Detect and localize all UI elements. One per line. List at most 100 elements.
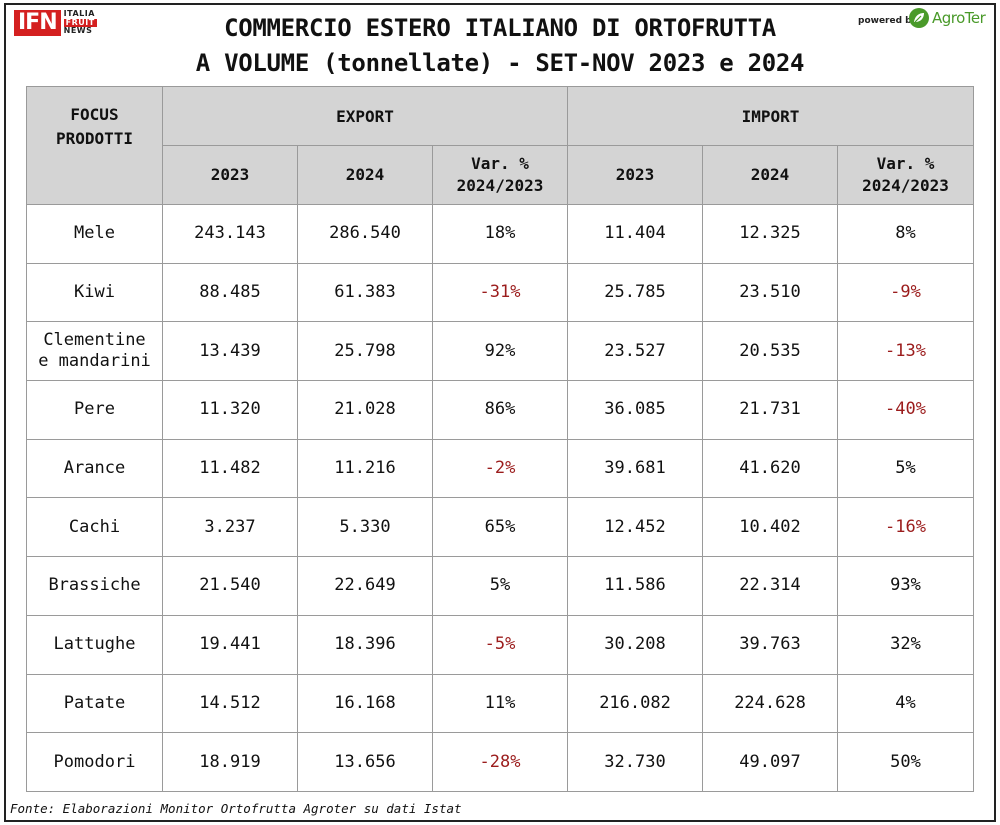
table-row: Pere 11.320 21.028 86% 36.085 21.731 -40% <box>26 380 975 440</box>
value-cell-imp-2023: 216.082 <box>567 673 704 734</box>
value-cell-exp-2023: 18.919 <box>162 732 298 792</box>
value-cell-exp-2024: 13.656 <box>297 732 433 792</box>
product-name-line: Arance <box>63 458 126 479</box>
table-row: Pomodori 18.919 13.656 -28% 32.730 49.097 50% <box>26 732 975 792</box>
value-cell-exp-2023: 11.320 <box>162 380 298 440</box>
value-cell-exp-2024: 21.028 <box>297 380 433 440</box>
value-cell-imp-2023: 11.404 <box>567 204 704 264</box>
table-row: Arance 11.482 11.216 -2% 39.681 41.620 5% <box>26 438 975 499</box>
table-row: Patate 14.512 16.168 11% 216.082 224.628 4% <box>26 673 975 734</box>
product-name-line: Clementine <box>43 330 146 351</box>
value-cell-exp-2024: 286.540 <box>297 204 433 264</box>
chart-title-line1: COMMERCIO ESTERO ITALIANO DI ORTOFRUTTA <box>224 14 776 42</box>
value-cell-imp-2024: 20.535 <box>702 321 839 382</box>
product-name-cell: Pomodori <box>26 732 163 792</box>
agroter-name: AgroTer <box>932 9 986 27</box>
value-cell-imp-var: -9% <box>837 262 975 323</box>
value-cell-imp-var: 4% <box>837 673 975 734</box>
value-cell-exp-var: 86% <box>431 380 569 440</box>
value-cell-exp-2024: 61.383 <box>297 262 433 323</box>
product-name-line: Pomodori <box>53 751 136 772</box>
data-table: FOCUS PRODOTTI EXPORT IMPORT 2023 2024 V… <box>26 86 975 792</box>
value-cell-exp-var: -2% <box>431 438 569 499</box>
value-cell-exp-2024: 25.798 <box>297 321 433 382</box>
product-name-line: Patate <box>63 692 126 713</box>
table-row: Clementine e mandarini 13.439 25.798 92% 23.5… <box>26 321 975 382</box>
value-cell-exp-var: -31% <box>431 262 569 323</box>
value-cell-imp-2024: 12.325 <box>702 204 839 264</box>
value-cell-imp-2024: 39.763 <box>702 614 839 675</box>
header-focus-line1: FOCUS <box>70 104 119 124</box>
table-row: Cachi 3.237 5.330 65% 12.452 10.402 -16% <box>26 497 975 558</box>
header-export-var: Var. % 2024/2023 <box>431 145 569 205</box>
table-row: Lattughe 19.441 18.396 -5% 30.208 39.763 32% <box>26 614 975 675</box>
header-var-line1: Var. % <box>471 154 529 173</box>
product-name-cell: Lattughe <box>26 614 163 675</box>
value-cell-exp-2024: 16.168 <box>297 673 433 734</box>
product-name-line: Mele <box>74 223 115 244</box>
chart-title-line2: A VOLUME (tonnellate) - SET-NOV 2023 e 2… <box>195 49 805 77</box>
value-cell-exp-var: 5% <box>431 556 569 616</box>
value-cell-imp-var: 93% <box>837 556 975 616</box>
value-cell-imp-2023: 12.452 <box>567 497 704 558</box>
ifn-logo-line3: NEWS <box>63 26 93 36</box>
product-name-line: Lattughe <box>53 634 136 655</box>
value-cell-imp-2024: 10.402 <box>702 497 839 558</box>
product-name-cell: Cachi <box>26 497 163 558</box>
value-cell-exp-2023: 21.540 <box>162 556 298 616</box>
value-cell-exp-2023: 88.485 <box>162 262 298 323</box>
value-cell-imp-var: -16% <box>837 497 975 558</box>
value-cell-imp-2023: 30.208 <box>567 614 704 675</box>
agroter-leaf-icon <box>909 8 929 28</box>
header-export-2024: 2024 <box>297 145 433 205</box>
value-cell-exp-2023: 14.512 <box>162 673 298 734</box>
value-cell-exp-var: 92% <box>431 321 569 382</box>
product-name-cell: Patate <box>26 673 163 734</box>
table-row: Brassiche 21.540 22.649 5% 11.586 22.314 93% <box>26 556 975 616</box>
value-cell-imp-2024: 41.620 <box>702 438 839 499</box>
header-import: IMPORT <box>567 86 975 146</box>
value-cell-exp-2023: 19.441 <box>162 614 298 675</box>
header-var-line2: 2024/2023 <box>862 176 949 195</box>
header-focus-line2: PRODOTTI <box>55 128 134 148</box>
header-import-var: Var. % 2024/2023 <box>837 145 975 205</box>
product-name-cell: Pere <box>26 380 163 440</box>
table-body: Mele 243.143 286.540 18% 11.404 12.325 8% Kiwi 8… <box>26 204 975 792</box>
value-cell-imp-var: 8% <box>837 204 975 264</box>
value-cell-imp-2023: 11.586 <box>567 556 704 616</box>
value-cell-exp-var: -28% <box>431 732 569 792</box>
agroter-logo: AgroTer <box>908 7 986 29</box>
header-var-line1: Var. % <box>876 154 935 173</box>
value-cell-exp-2024: 22.649 <box>297 556 433 616</box>
value-cell-imp-2024: 49.097 <box>702 732 839 792</box>
value-cell-imp-2023: 36.085 <box>567 380 704 440</box>
value-cell-exp-2024: 5.330 <box>297 497 433 558</box>
value-cell-imp-2024: 21.731 <box>702 380 839 440</box>
value-cell-imp-2023: 25.785 <box>567 262 704 323</box>
value-cell-exp-var: -5% <box>431 614 569 675</box>
value-cell-exp-2023: 243.143 <box>162 204 298 264</box>
table-row: Mele 243.143 286.540 18% 11.404 12.325 8% <box>26 204 975 264</box>
value-cell-imp-var: 5% <box>837 438 975 499</box>
value-cell-exp-2024: 18.396 <box>297 614 433 675</box>
value-cell-exp-2023: 3.237 <box>162 497 298 558</box>
header-focus-prodotti: FOCUS PRODOTTI <box>26 86 163 205</box>
product-name-line: Brassiche <box>48 575 141 596</box>
chart-frame <box>4 3 996 822</box>
value-cell-exp-2024: 11.216 <box>297 438 433 499</box>
product-name-line: Cachi <box>68 516 121 537</box>
ifn-logo-text: ITALIA FRUIT NEWS <box>63 9 97 36</box>
value-cell-imp-2023: 32.730 <box>567 732 704 792</box>
value-cell-exp-2023: 11.482 <box>162 438 298 499</box>
value-cell-imp-2024: 22.314 <box>702 556 839 616</box>
value-cell-imp-2023: 39.681 <box>567 438 704 499</box>
ifn-logo-mark: IFN <box>14 10 61 36</box>
source-note: Fonte: Elaborazioni Monitor Ortofrutta A… <box>10 801 462 816</box>
value-cell-exp-var: 18% <box>431 204 569 264</box>
value-cell-exp-var: 11% <box>431 673 569 734</box>
ifn-logo-line1: ITALIA <box>63 9 95 19</box>
ifn-logo: IFN ITALIA FRUIT NEWS <box>14 10 97 36</box>
table-row: Kiwi 88.485 61.383 -31% 25.785 23.510 -9% <box>26 262 975 323</box>
header-export: EXPORT <box>161 86 569 146</box>
product-name-line: e mandarini <box>38 351 151 372</box>
